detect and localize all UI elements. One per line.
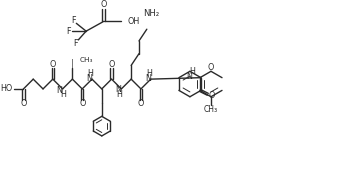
- Text: N: N: [145, 74, 151, 83]
- Text: |: |: [71, 59, 74, 68]
- Text: CH₃: CH₃: [79, 57, 93, 62]
- Text: H: H: [117, 90, 122, 99]
- Text: N: N: [186, 72, 192, 81]
- Text: O: O: [138, 99, 144, 108]
- Text: F: F: [73, 39, 78, 48]
- Text: O: O: [108, 60, 115, 69]
- Text: F: F: [71, 16, 76, 25]
- Text: HO: HO: [1, 84, 13, 93]
- Text: N: N: [86, 74, 92, 83]
- Text: H: H: [61, 90, 66, 99]
- Text: O: O: [79, 99, 85, 108]
- Text: O: O: [208, 91, 215, 100]
- Text: O: O: [100, 0, 107, 9]
- Text: OH: OH: [127, 17, 140, 26]
- Text: NH₂: NH₂: [143, 9, 159, 18]
- Text: CH₃: CH₃: [204, 105, 218, 114]
- Text: H: H: [189, 67, 195, 76]
- Text: N: N: [57, 86, 63, 95]
- Text: H: H: [87, 69, 93, 78]
- Text: O: O: [20, 99, 26, 108]
- Text: O: O: [50, 60, 56, 69]
- Text: O: O: [208, 63, 214, 72]
- Text: H: H: [146, 69, 152, 78]
- Text: F: F: [66, 27, 71, 36]
- Text: N: N: [116, 85, 121, 94]
